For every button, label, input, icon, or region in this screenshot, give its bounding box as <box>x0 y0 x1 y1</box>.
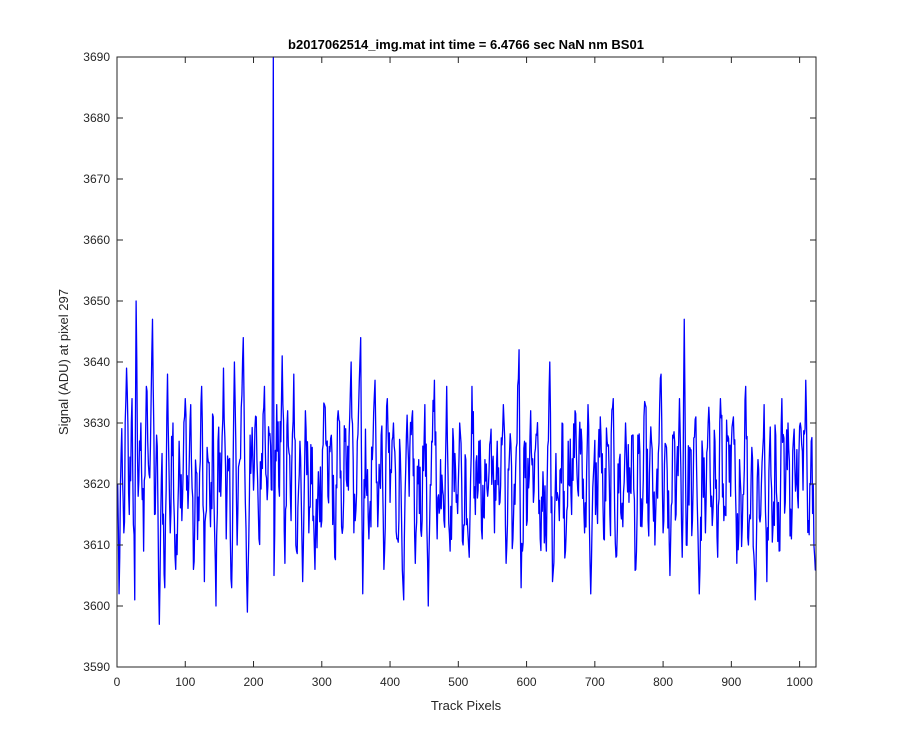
x-tick-label: 600 <box>517 675 537 689</box>
x-tick-label: 100 <box>175 675 195 689</box>
x-axis-ticks: 0 100 200 300 400 500 600 700 800 900 1000 <box>114 57 813 689</box>
x-tick-label: 900 <box>721 675 741 689</box>
x-tick-label: 400 <box>380 675 400 689</box>
y-axis-ticks: 3590 3600 3610 3620 3630 3640 3650 3660 3670 3680… <box>83 50 816 674</box>
y-tick-label: 3670 <box>83 172 110 186</box>
y-tick-label: 3600 <box>83 599 110 613</box>
y-tick-label: 3640 <box>83 355 110 369</box>
x-tick-label: 500 <box>448 675 468 689</box>
axes-box <box>116 56 817 668</box>
y-tick-label: 3630 <box>83 416 110 430</box>
y-tick-label: 3680 <box>83 111 110 125</box>
x-tick-label: 300 <box>312 675 332 689</box>
x-axis-label: Track Pixels <box>431 698 502 713</box>
x-tick-label: 1000 <box>786 675 813 689</box>
plot-area <box>117 57 816 667</box>
y-tick-label: 3610 <box>83 538 110 552</box>
y-tick-label: 3590 <box>83 660 110 674</box>
x-tick-label: 800 <box>653 675 673 689</box>
y-tick-label: 3620 <box>83 477 110 491</box>
x-tick-label: 700 <box>585 675 605 689</box>
x-tick-label: 200 <box>244 675 264 689</box>
y-axis-label: Signal (ADU) at pixel 297 <box>56 289 71 435</box>
y-tick-label: 3690 <box>83 50 110 64</box>
signal-series-line <box>117 56 817 625</box>
y-tick-label: 3650 <box>83 294 110 308</box>
chart-title: b2017062514_img.mat int time = 6.4766 se… <box>288 37 644 52</box>
x-tick-label: 0 <box>114 675 121 689</box>
y-tick-label: 3660 <box>83 233 110 247</box>
